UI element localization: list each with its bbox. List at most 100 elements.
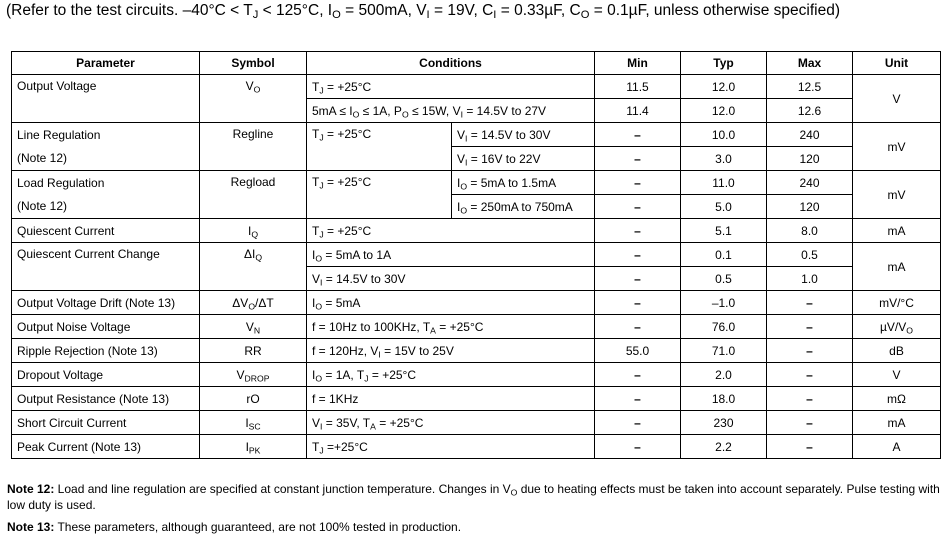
parameter-cell: Output Resistance (Note 13): [11, 386, 200, 411]
condition-cell: TJ = +25°C: [306, 218, 595, 243]
table-row: Load Regulation Regload TJ = +25°C IO = …: [11, 170, 941, 219]
condition-cell: VI = 35V, TA = +25°C: [306, 410, 595, 435]
typ-cell: 2.2: [680, 434, 767, 459]
max-cell: 240: [766, 122, 853, 147]
typ-cell: 2.0: [680, 362, 767, 387]
max-cell: –: [766, 314, 853, 339]
min-cell: –: [594, 290, 681, 315]
max-cell: –: [766, 362, 853, 387]
min-cell: –: [594, 314, 681, 339]
unit-cell: mA: [852, 410, 941, 435]
table-row: VI = 14.5V to 30V – 0.5 1.0: [12, 266, 941, 291]
parameter-cell: Quiescent Current Change: [11, 242, 200, 291]
condition-cell: 5mA ≤ IO ≤ 1A, PO ≤ 15W, VI = 14.5V to 2…: [306, 98, 595, 123]
note-12: Note 12: Load and line regulation are sp…: [7, 482, 940, 512]
header-parameter: Parameter: [11, 51, 200, 75]
min-cell: 55.0: [594, 338, 681, 363]
symbol-cell: ISC: [199, 410, 307, 435]
symbol-cell: RR: [199, 338, 307, 363]
parameter-cell: Line Regulation: [11, 122, 200, 147]
condition-cell: TJ =+25°C: [306, 434, 595, 459]
typ-cell: 0.5: [680, 266, 767, 291]
condition-cell: f = 1KHz: [306, 386, 595, 411]
symbol-cell: Regload: [199, 170, 307, 219]
header-min: Min: [594, 51, 681, 75]
unit-cell: mV: [852, 170, 941, 219]
condition-cell: TJ = +25°C: [306, 170, 452, 219]
condition-cell: TJ = +25°C: [306, 122, 452, 171]
condition-cell: TJ = +25°C: [306, 74, 595, 99]
symbol-cell: IPK: [199, 434, 307, 459]
symbol-cell: VDROP: [199, 362, 307, 387]
sub-condition-cell: IO = 5mA to 1.5mA: [451, 170, 595, 195]
table-row: Dropout Voltage VDROP IO = 1A, TJ = +25°C –…: [11, 362, 941, 387]
min-cell: –: [594, 146, 681, 171]
typ-cell: –1.0: [680, 290, 767, 315]
min-cell: –: [594, 386, 681, 411]
max-cell: 120: [766, 146, 853, 171]
parameter-cell: Quiescent Current: [11, 218, 200, 243]
condition-cell: f = 10Hz to 100KHz, TA = +25°C: [306, 314, 595, 339]
parameter-cell: Dropout Voltage: [11, 362, 200, 387]
typ-cell: 3.0: [680, 146, 767, 171]
typ-cell: 230: [680, 410, 767, 435]
typ-cell: 5.0: [680, 194, 767, 219]
typ-cell: 5.1: [680, 218, 767, 243]
max-cell: –: [766, 386, 853, 411]
typ-cell: 0.1: [680, 242, 767, 267]
min-cell: 11.4: [594, 98, 681, 123]
min-cell: –: [594, 362, 681, 387]
parameter-cell: Output Voltage: [11, 74, 200, 123]
unit-cell: mV: [852, 122, 941, 171]
unit-cell: dB: [852, 338, 941, 363]
table-row: Output Resistance (Note 13) rO f = 1KHz –18…: [11, 386, 941, 411]
typ-cell: 76.0: [680, 314, 767, 339]
max-cell: 0.5: [766, 242, 853, 267]
sub-condition-cell: VI = 14.5V to 30V: [451, 122, 595, 147]
min-cell: 11.5: [594, 74, 681, 99]
max-cell: –: [766, 410, 853, 435]
condition-cell: IO = 5mA to 1A: [306, 242, 595, 267]
min-cell: –: [594, 122, 681, 147]
header-unit: Unit: [852, 51, 941, 75]
max-cell: –: [766, 290, 853, 315]
min-cell: –: [594, 410, 681, 435]
min-cell: –: [594, 434, 681, 459]
note-13: Note 13: These parameters, although guar…: [7, 520, 462, 534]
typ-cell: 12.0: [680, 74, 767, 99]
symbol-cell: ΔVO/ΔT: [199, 290, 307, 315]
table-row: Output Voltage Drift (Note 13) ΔVO/ΔT IO =…: [11, 290, 941, 315]
symbol-cell: VO: [199, 74, 307, 123]
symbol-cell: Regline: [199, 122, 307, 171]
symbol-cell: VN: [199, 314, 307, 339]
parameter-cell: Ripple Rejection (Note 13): [11, 338, 200, 363]
note-cell: (Note 12): [11, 194, 200, 219]
header-row: Parameter Symbol Conditions Min Typ Max …: [11, 51, 941, 75]
unit-cell: mA: [852, 242, 941, 291]
min-cell: –: [594, 242, 681, 267]
max-cell: 120: [766, 194, 853, 219]
symbol-cell: rO: [199, 386, 307, 411]
table-row: Output Voltage VO TJ = +25°C 11.5 12.0 1…: [11, 74, 941, 123]
note-cell: (Note 12): [11, 146, 200, 171]
parameter-cell: Peak Current (Note 13): [11, 434, 200, 459]
min-cell: –: [594, 218, 681, 243]
max-cell: –: [766, 338, 853, 363]
typ-cell: 71.0: [680, 338, 767, 363]
table-row: 5mA ≤ IO ≤ 1A, PO ≤ 15W, VI = 14.5V to 2…: [12, 98, 941, 123]
max-cell: 240: [766, 170, 853, 195]
unit-cell: V: [852, 74, 941, 123]
condition-cell: VI = 14.5V to 30V: [306, 266, 595, 291]
parameter-cell: Load Regulation: [11, 170, 200, 195]
condition-cell: IO = 5mA: [306, 290, 595, 315]
parameter-cell: Short Circuit Current: [11, 410, 200, 435]
header-conditions: Conditions: [306, 51, 595, 75]
table-row: Line Regulation Regline TJ = +25°C VI = …: [11, 122, 941, 171]
unit-cell: µV/VO: [852, 314, 941, 339]
max-cell: 8.0: [766, 218, 853, 243]
condition-cell: IO = 1A, TJ = +25°C: [306, 362, 595, 387]
typ-cell: 12.0: [680, 98, 767, 123]
min-cell: –: [594, 170, 681, 195]
sub-condition-cell: IO = 250mA to 750mA: [451, 194, 595, 219]
parameter-cell: Output Noise Voltage: [11, 314, 200, 339]
